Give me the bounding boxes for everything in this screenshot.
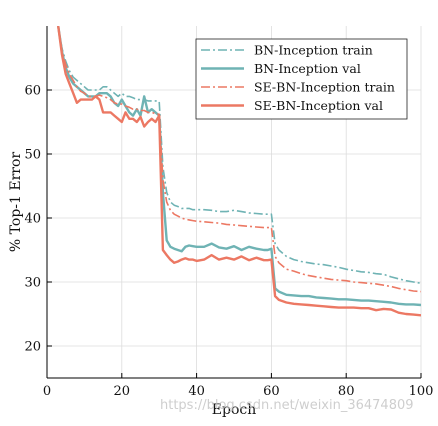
legend-label-1: BN-Inception train [254,43,373,58]
y-tick-label: 60 [24,84,41,99]
legend-label-3: SE-BN-Inception train [254,80,395,95]
y-tick-label: 50 [24,148,41,163]
legend-label-2: BN-Inception val [254,61,361,76]
x-tick-label: 0 [43,384,51,399]
series-group [57,26,421,317]
series-line-1 [57,26,421,285]
series-line-2 [57,26,421,307]
y-tick-label: 20 [24,340,41,355]
legend: BN-Inception train BN-Inception val SE-BN-… [195,38,408,120]
ticks: 0 20 40 60 80 100 20 30 40 50 60 [24,84,433,400]
watermark-text: https://blog.csdn.net/weixin_36474809 [160,398,414,413]
series-line-3 [57,26,421,293]
series-line-4 [57,26,421,317]
x-tick-label: 80 [338,384,355,399]
x-tick-label: 60 [263,384,280,399]
y-axis-label: % Top-1 Error [8,152,24,253]
x-tick-label: 20 [114,384,131,399]
x-axis-label: Epoch [212,402,256,418]
x-tick-label: 40 [188,384,205,399]
y-tick-label: 30 [24,276,41,291]
axes [46,26,421,379]
x-tick-label: 100 [409,384,434,399]
y-tick-label: 40 [24,212,41,227]
legend-label-4: SE-BN-Inception val [254,98,383,113]
